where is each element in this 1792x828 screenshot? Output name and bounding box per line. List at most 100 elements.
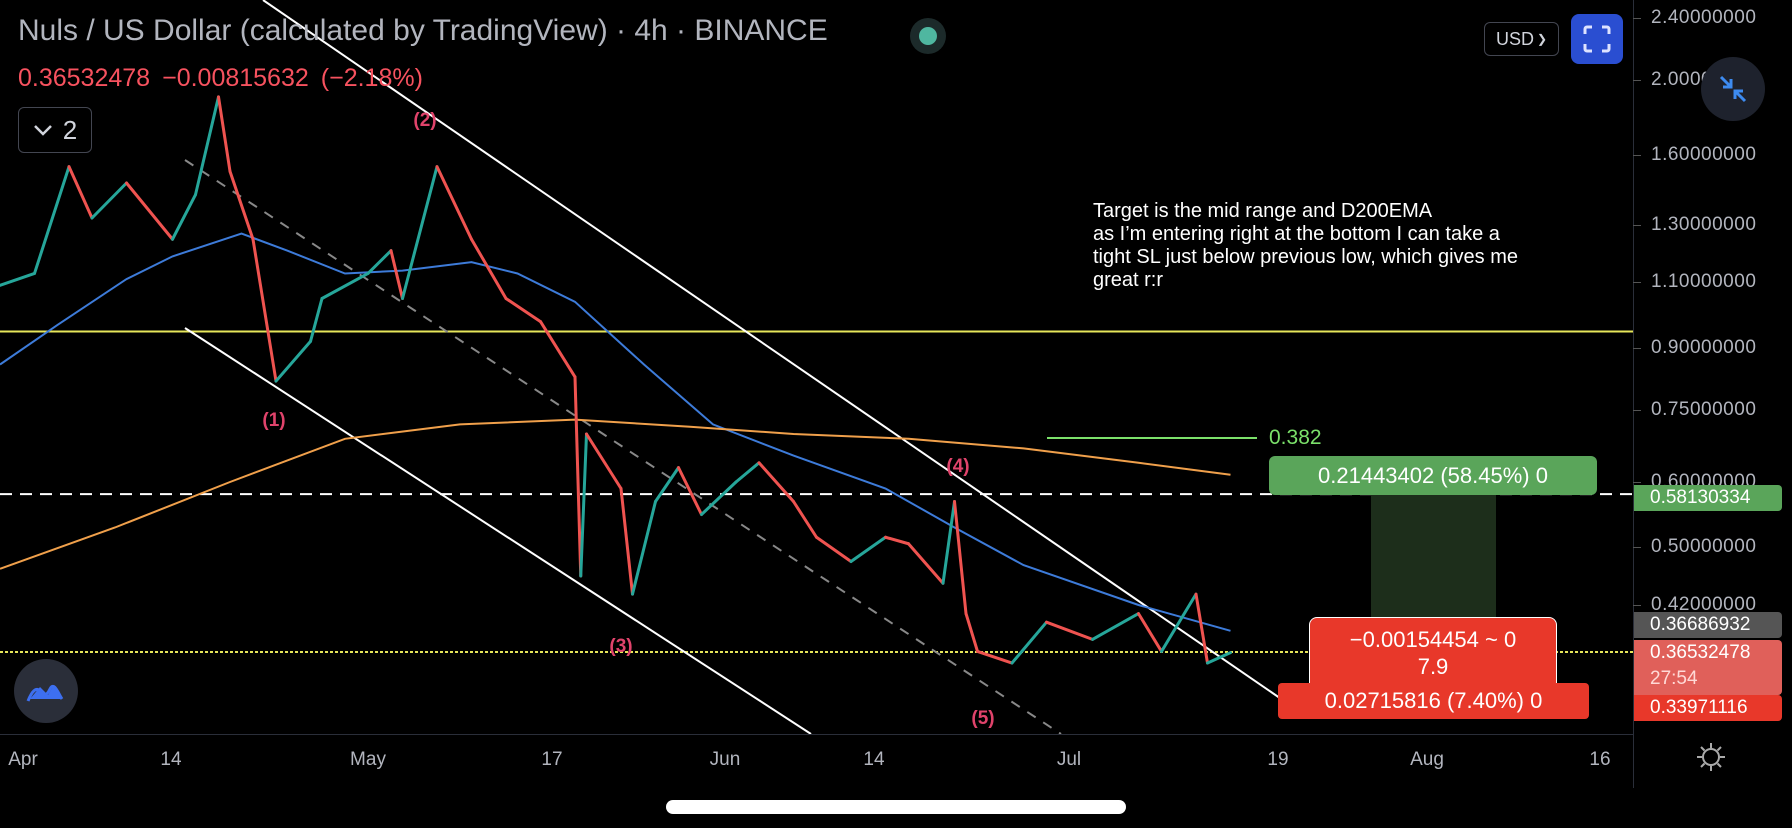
price-candle-segment (1137, 612, 1163, 653)
ema-short-line (0, 232, 1231, 632)
price-candle-segment (964, 612, 979, 653)
price-candle-segment (504, 297, 542, 324)
price-tick-mark (1633, 80, 1641, 81)
price-candle-segment (631, 500, 657, 596)
market-status-icon (910, 18, 946, 54)
price-candle-segment (757, 461, 795, 503)
price-candle-segment (585, 432, 623, 490)
time-tick-label: Jul (1056, 749, 1082, 770)
price-tick-mark (1633, 282, 1641, 283)
price-candle-segment (677, 466, 703, 516)
price-tick-label: 1.30000000 (1651, 214, 1757, 235)
channel-upper-line (262, 0, 1310, 719)
text-annotation[interactable]: Target is the mid range and D200EMA as I’… (1093, 200, 1518, 292)
price-tick-mark (1633, 18, 1641, 19)
last-price-value: 0.36532478 (1650, 642, 1751, 663)
price-axis-border (1633, 0, 1634, 788)
fullscreen-icon (1583, 25, 1611, 53)
time-tick-label: May (350, 749, 386, 770)
price-candle-segment (815, 535, 853, 563)
exit-fullscreen-button[interactable] (1701, 57, 1765, 121)
price-candle-segment (1045, 620, 1094, 641)
price-candle-segment (884, 535, 910, 546)
price-candle-segment (579, 432, 588, 578)
position-pnl: −0.00154454 ~ 0 (1349, 627, 1517, 652)
price-candle-segment (125, 181, 174, 241)
ema-price-label: 0.36686932 (1634, 612, 1782, 638)
price-tick-label: 0.50000000 (1651, 536, 1757, 557)
ema-long-line (0, 418, 1231, 570)
target-price-label: 0.58130334 (1634, 485, 1782, 511)
price-candle-segment (470, 237, 508, 300)
wave-label-3[interactable]: (3) (609, 636, 633, 657)
wave-label-5[interactable]: (5) (971, 708, 995, 729)
time-tick-label: 14 (863, 749, 885, 770)
indicators-collapse-button[interactable]: 2 (18, 107, 92, 153)
price-candle-segment (90, 181, 128, 220)
long-position-target-zone[interactable] (1371, 495, 1496, 617)
time-tick-label: 17 (541, 749, 563, 770)
price-candle-segment (309, 297, 324, 343)
price-tick-mark (1633, 225, 1641, 226)
price-candle-segment (734, 461, 761, 484)
price-candle-segment (1194, 592, 1209, 665)
price-tick-mark (1633, 547, 1641, 548)
last-price: 0.36532478 (18, 64, 151, 92)
price-candle-segment (217, 95, 232, 173)
symbol-title[interactable]: Nuls / US Dollar (calculated by TradingV… (18, 14, 828, 47)
price-candle-segment (539, 320, 577, 379)
time-tick-label: 16 (1589, 749, 1611, 770)
position-target-label[interactable]: 0.21443402 (58.45%) 0 (1269, 456, 1597, 495)
wave-label-4[interactable]: (4) (946, 456, 970, 477)
home-indicator (666, 800, 1126, 814)
annotation-line: Target is the mid range and D200EMA (1093, 200, 1433, 222)
tradingview-logo-icon[interactable] (14, 659, 78, 723)
price-tick-label: 1.10000000 (1651, 271, 1757, 292)
price-change-pct: (−2.18%) (320, 64, 423, 92)
price-tick-mark (1633, 605, 1641, 606)
fullscreen-button[interactable] (1571, 14, 1623, 64)
price-candle-segment (366, 249, 393, 275)
wave-label-2[interactable]: (2) (413, 110, 437, 131)
stop-price-label: 0.33971116 (1634, 695, 1782, 721)
price-candle-segment (654, 466, 680, 503)
price-tick-mark (1633, 410, 1641, 411)
annotation-line: tight SL just below previous low, which … (1093, 246, 1519, 268)
price-tick-mark (1633, 155, 1641, 156)
chevron-down-icon: ❯ (1536, 32, 1548, 46)
position-rr: 7.9 (1417, 654, 1449, 679)
price-candle-segment (941, 500, 956, 585)
price-change: −0.00815632 (162, 64, 309, 92)
wave-label-1[interactable]: (1) (262, 410, 286, 431)
price-candle-segment (435, 165, 473, 241)
price-candle-segment (953, 500, 968, 616)
price-candle-segment (849, 535, 887, 563)
price-candle-segment (320, 271, 370, 300)
bar-countdown: 27:54 (1650, 668, 1698, 689)
annotation-line: great r:r (1093, 269, 1164, 291)
last-price-label: 0.36532478 27:54 (1634, 640, 1782, 695)
currency-select[interactable]: USD ❯ (1484, 22, 1559, 56)
price-candle-segment (194, 95, 220, 197)
position-stop-label[interactable]: 0.02715816 (7.40%) 0 (1278, 683, 1589, 719)
annotation-line: as I’m entering right at the bottom I ca… (1093, 223, 1500, 245)
channel-median-line (184, 159, 1062, 734)
price-candle-segment (573, 375, 583, 578)
price-tick-mark (1633, 348, 1641, 349)
price-candle-segment (1010, 620, 1048, 665)
price-tick-label: 0.42000000 (1651, 594, 1757, 615)
time-tick-label: 19 (1267, 749, 1289, 770)
price-tick-mark (1633, 482, 1641, 483)
price-candle-segment (389, 249, 404, 300)
currency-label: USD (1495, 28, 1534, 49)
price-candle-segment (1206, 651, 1232, 665)
gear-icon[interactable] (1696, 742, 1726, 772)
time-tick-label: Jun (709, 749, 741, 770)
position-summary-label[interactable]: −0.00154454 ~ 0 7.9 (1309, 617, 1557, 687)
channel-lower-line (184, 327, 812, 734)
price-tick-label: 0.90000000 (1651, 337, 1757, 358)
price-candle-segment (251, 237, 278, 383)
price-candle-segment (1091, 612, 1140, 641)
indicator-count: 2 (62, 114, 78, 145)
time-tick-label: 14 (160, 749, 182, 770)
